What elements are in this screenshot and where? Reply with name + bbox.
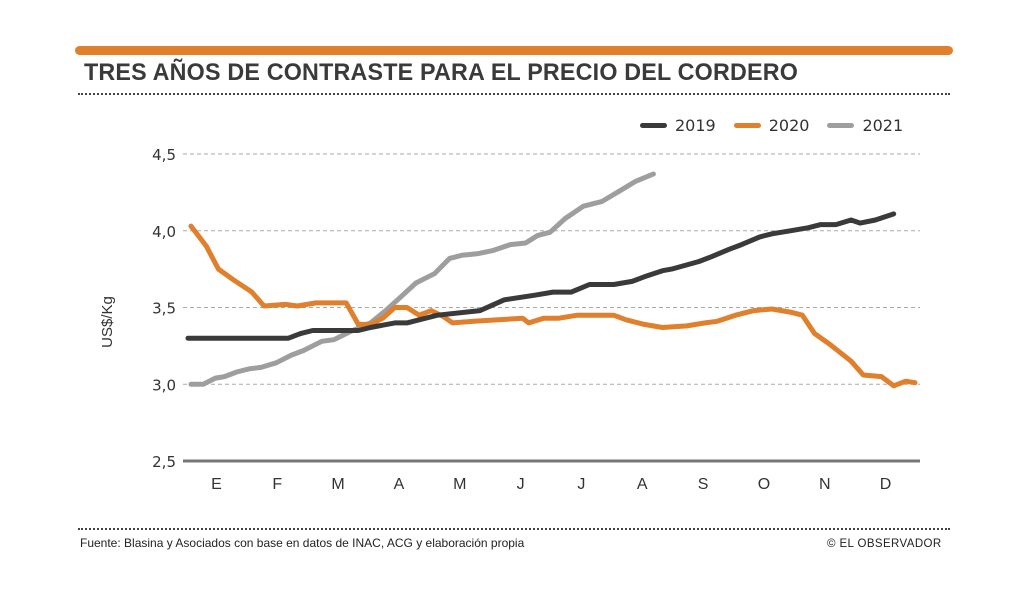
legend: 2019 2020 2021 (640, 116, 921, 135)
chart-title: TRES AÑOS DE CONTRASTE PARA EL PRECIO DE… (84, 59, 799, 86)
x-tick-label: J (577, 476, 585, 493)
title-divider (78, 93, 950, 95)
accent-bar (75, 46, 953, 55)
legend-swatch-2021 (827, 123, 855, 128)
legend-item-2021: 2021 (827, 116, 903, 135)
source-note: Fuente: Blasina y Asociados con base en … (80, 536, 525, 550)
x-tick-label: A (637, 476, 648, 493)
legend-item-2019: 2019 (640, 116, 716, 135)
x-tick-label: N (819, 476, 831, 493)
series-line-2019 (185, 211, 897, 341)
y-axis-label: US$/Kg (99, 296, 116, 348)
y-tick-label: 3,0 (152, 376, 176, 394)
copyright-credit: © EL OBSERVADOR (827, 538, 942, 550)
y-tick-label: 4,5 (152, 146, 176, 164)
legend-label-2019: 2019 (675, 116, 716, 135)
legend-swatch-2019 (640, 123, 667, 128)
y-tick-label: 4,0 (152, 223, 176, 241)
x-tick-label: O (758, 476, 770, 493)
x-tick-label: D (880, 476, 892, 493)
x-tick-label: M (331, 476, 344, 493)
legend-item-2020: 2020 (733, 116, 810, 135)
x-tick-label: F (272, 476, 282, 493)
y-tick-labels: 4,5 4,0 3,5 3,0 2,5 (152, 146, 176, 471)
x-tick-label: S (698, 476, 709, 493)
legend-label-2021: 2021 (862, 116, 904, 135)
x-tick-label: E (211, 476, 222, 493)
x-tick-label: J (517, 476, 525, 493)
legend-swatch-2020 (733, 123, 761, 128)
series-lines (185, 171, 918, 389)
x-tick-label: A (394, 476, 405, 493)
footer-divider (78, 528, 950, 530)
series-line-2020 (188, 223, 918, 389)
y-tick-label: 2,5 (152, 453, 176, 471)
x-tick-label: M (453, 476, 466, 493)
series-line-2021 (188, 171, 656, 387)
legend-label-2020: 2020 (768, 116, 810, 135)
gridlines (183, 153, 920, 463)
y-tick-label: 3,5 (152, 300, 176, 318)
